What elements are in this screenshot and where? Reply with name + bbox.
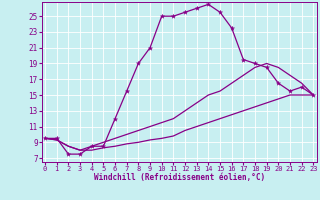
- X-axis label: Windchill (Refroidissement éolien,°C): Windchill (Refroidissement éolien,°C): [94, 173, 265, 182]
